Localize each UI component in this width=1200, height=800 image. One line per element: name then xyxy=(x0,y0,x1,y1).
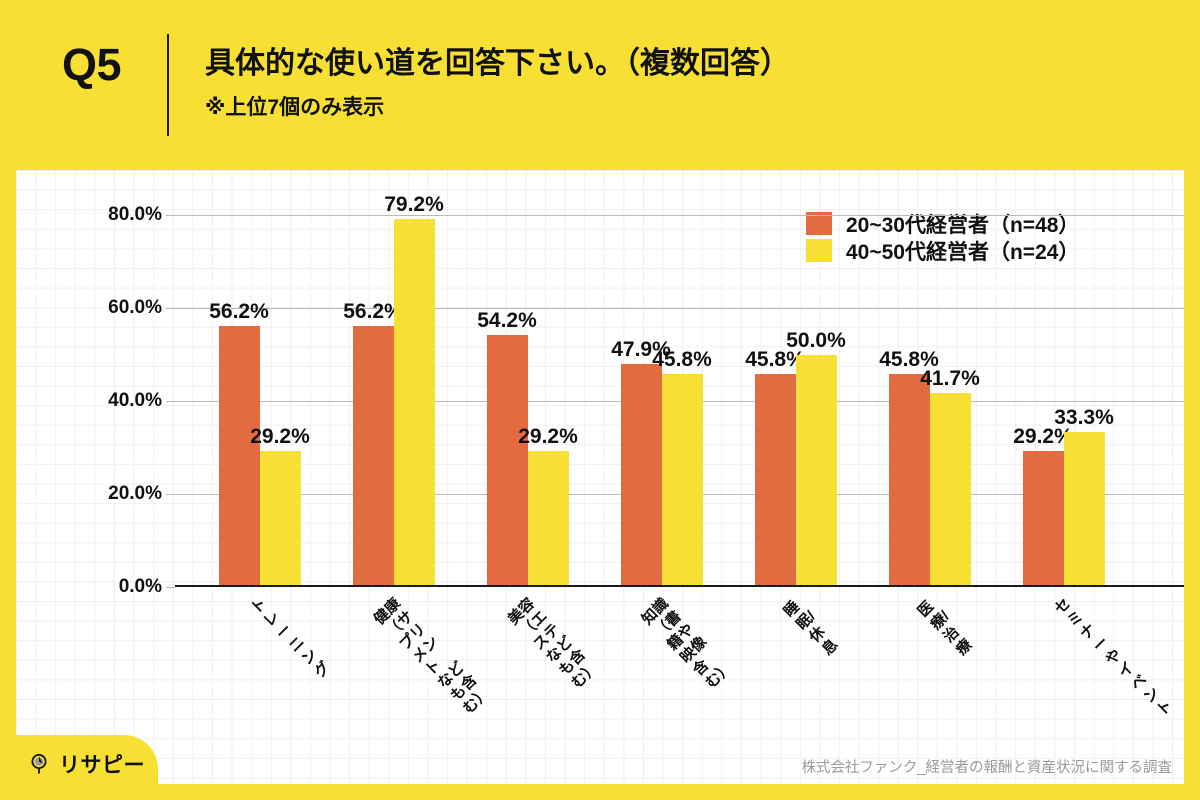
x-axis-tick-label-text: 健康（サプリメント なども含む） xyxy=(370,594,494,718)
gridline xyxy=(175,308,1184,309)
x-axis-line xyxy=(175,585,1184,587)
bar-group: 47.9% 45.8% xyxy=(593,215,727,587)
header-divider xyxy=(167,34,169,136)
legend-label-series-1: 20~30代経営者（n=48） xyxy=(846,213,1080,237)
bar-value-label: 79.2% xyxy=(384,192,444,216)
x-axis-tick-label-text: トレーニング xyxy=(247,595,334,682)
legend-item-series-1: 20~30代経営者（n=48） xyxy=(806,210,1079,237)
x-axis-tick-label-text: 美容（エステ なども含む） xyxy=(504,594,602,692)
y-axis-tick xyxy=(166,401,175,402)
y-axis-tick-label: 20.0% xyxy=(108,483,162,504)
x-axis-tick-label-text: 睡眠/休息 xyxy=(780,597,842,659)
page-subtitle: ※上位7個のみ表示 xyxy=(205,96,385,119)
bar-value-label: 29.2% xyxy=(1013,425,1073,449)
y-axis-tick xyxy=(166,215,175,216)
y-axis-tick-label: 0.0% xyxy=(118,576,162,597)
bar-group: 56.2% 29.2% xyxy=(191,215,325,587)
bar-group: 29.2% 33.3% xyxy=(995,215,1129,587)
y-axis-tick-label: 40.0% xyxy=(108,390,162,411)
bar-value-label: 54.2% xyxy=(477,308,537,332)
x-axis-tick-label-text: 医療/治療 xyxy=(914,597,976,659)
bar-series-1[interactable] xyxy=(487,334,528,587)
logo-area: リサピー xyxy=(0,735,158,800)
bar-value-label: 45.8% xyxy=(879,348,939,372)
legend-label-series-2: 40~50代経営者（n=24） xyxy=(846,240,1080,264)
bar-value-label: 41.7% xyxy=(920,367,980,391)
x-axis-tick-label-text: 知識（書籍や 映像含む） xyxy=(638,594,736,692)
chart-legend: 20~30代経営者（n=48） 40~50代経営者（n=24） xyxy=(806,210,1079,264)
bar-value-label: 29.2% xyxy=(518,425,578,449)
y-axis-tick-label: 80.0% xyxy=(108,204,162,225)
legend-item-series-2: 40~50代経営者（n=24） xyxy=(806,237,1079,264)
bar-series-1[interactable] xyxy=(1023,451,1064,587)
bar-value-label: 47.9% xyxy=(611,338,671,362)
chart-card: 20~30代経営者（n=48） 40~50代経営者（n=24） 0.0% 20.0… xyxy=(16,170,1184,784)
bar-group: 56.2% 79.2% xyxy=(325,194,459,587)
bar-series-2[interactable] xyxy=(260,451,301,587)
legend-swatch-series-2 xyxy=(806,239,832,262)
bar-value-label: 33.3% xyxy=(1054,406,1114,430)
bar-value-label: 56.2% xyxy=(209,299,269,323)
bar-series-2[interactable] xyxy=(1064,432,1105,587)
plot-area: 0.0% 20.0% 40.0% 60.0% 80.0% 56.2% 29.2% 56.2%… xyxy=(108,194,1184,719)
x-axis-tick-label-text: セミナーやイベント xyxy=(1051,595,1176,720)
y-axis-tick-label: 60.0% xyxy=(108,297,162,318)
legend-swatch-series-1 xyxy=(806,212,832,235)
bar-group: 54.2% 29.2% xyxy=(459,215,593,587)
y-axis-tick xyxy=(166,494,175,495)
bar-series-2[interactable] xyxy=(394,218,435,587)
bar-series-1[interactable] xyxy=(353,325,394,587)
gridline xyxy=(175,215,1184,216)
y-axis-tick xyxy=(166,308,175,309)
bar-series-2[interactable] xyxy=(796,354,837,587)
y-axis-tick xyxy=(166,587,175,588)
bar-value-label: 29.2% xyxy=(250,425,310,449)
bar-series-1[interactable] xyxy=(889,374,930,587)
logo-text: リサピー xyxy=(59,754,145,777)
bar-series-2[interactable] xyxy=(930,393,971,587)
brand-logo: リサピー xyxy=(28,749,145,779)
bar-series-1[interactable] xyxy=(219,325,260,587)
header-band: Q5 具体的な使い道を回答下さい。（複数回答） ※上位7個のみ表示 xyxy=(0,0,1200,170)
source-note: 株式会社ファンク_経営者の報酬と資産状況に関する調査 xyxy=(801,760,1172,776)
question-number: Q5 xyxy=(62,39,122,90)
bar-series-2[interactable] xyxy=(662,374,703,587)
bar-series-1[interactable] xyxy=(755,374,796,587)
bar-series-1[interactable] xyxy=(621,364,662,587)
magnifier-icon xyxy=(31,754,47,774)
bar-value-label: 45.8% xyxy=(652,348,712,372)
bar-series-2[interactable] xyxy=(528,451,569,587)
page-title: 具体的な使い道を回答下さい。（複数回答） xyxy=(205,47,790,80)
bar-value-label: 56.2% xyxy=(343,299,403,323)
bar-group: 45.8% 50.0% xyxy=(727,215,861,587)
bar-value-label: 50.0% xyxy=(786,328,846,352)
bar-value-label: 45.8% xyxy=(745,348,805,372)
bar-group: 45.8% 41.7% xyxy=(861,215,995,587)
